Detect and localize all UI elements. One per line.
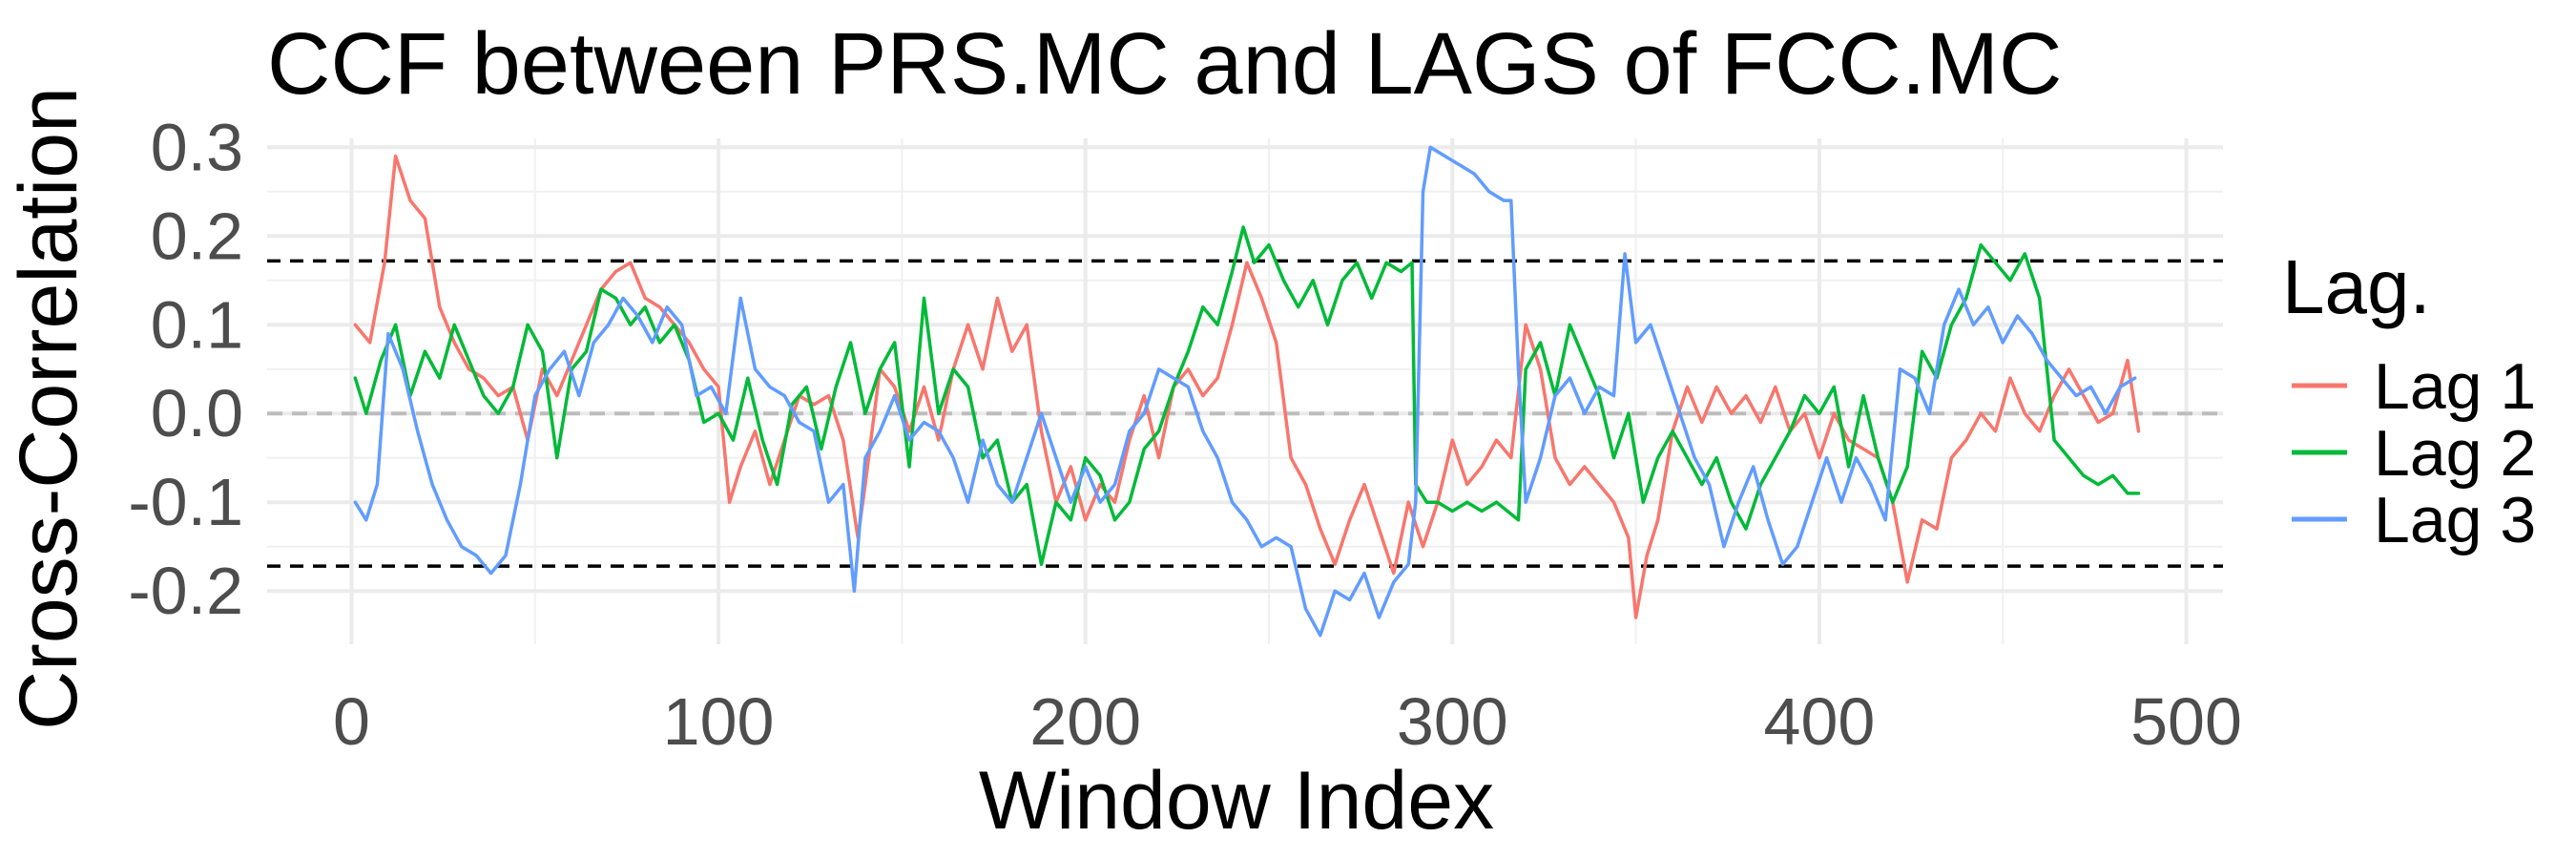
x-tick-label: 100 (663, 684, 775, 759)
x-tick-labels: 0 100 200 300 400 500 (333, 684, 2242, 759)
series-line-lag-3 (353, 145, 2137, 638)
x-tick-label: 500 (2130, 684, 2242, 759)
x-tick-label: 400 (1764, 684, 1876, 759)
reference-lines (267, 259, 2223, 568)
legend-label-lag-1: Lag 1 (2374, 350, 2536, 423)
y-tick-label: 0.2 (151, 199, 243, 273)
legend-label-lag-3: Lag 3 (2374, 484, 2536, 556)
legend-label-lag-2: Lag 2 (2374, 417, 2536, 490)
series-layer (353, 145, 2141, 638)
chart-title: CCF between PRS.MC and LAGS of FCC.MC (267, 15, 2062, 113)
series-line-lag-1 (353, 154, 2141, 619)
x-tick-label: 200 (1029, 684, 1141, 759)
y-tick-label: -0.2 (128, 554, 243, 628)
y-tick-label: -0.1 (128, 465, 243, 539)
y-tick-label: 0.1 (151, 287, 243, 362)
x-axis-title: Window Index (979, 755, 1494, 847)
y-tick-label: 0.0 (151, 376, 243, 450)
y-tick-label: 0.3 (151, 110, 243, 184)
x-tick-label: 0 (333, 684, 370, 759)
x-tick-label: 300 (1397, 684, 1508, 759)
series-line-lag-2 (353, 225, 2141, 567)
y-axis-title: Cross-Correlation (3, 87, 94, 730)
y-tick-labels: -0.2 -0.1 0.0 0.1 0.2 0.3 (128, 110, 243, 628)
legend-title: Lag. (2282, 244, 2431, 329)
